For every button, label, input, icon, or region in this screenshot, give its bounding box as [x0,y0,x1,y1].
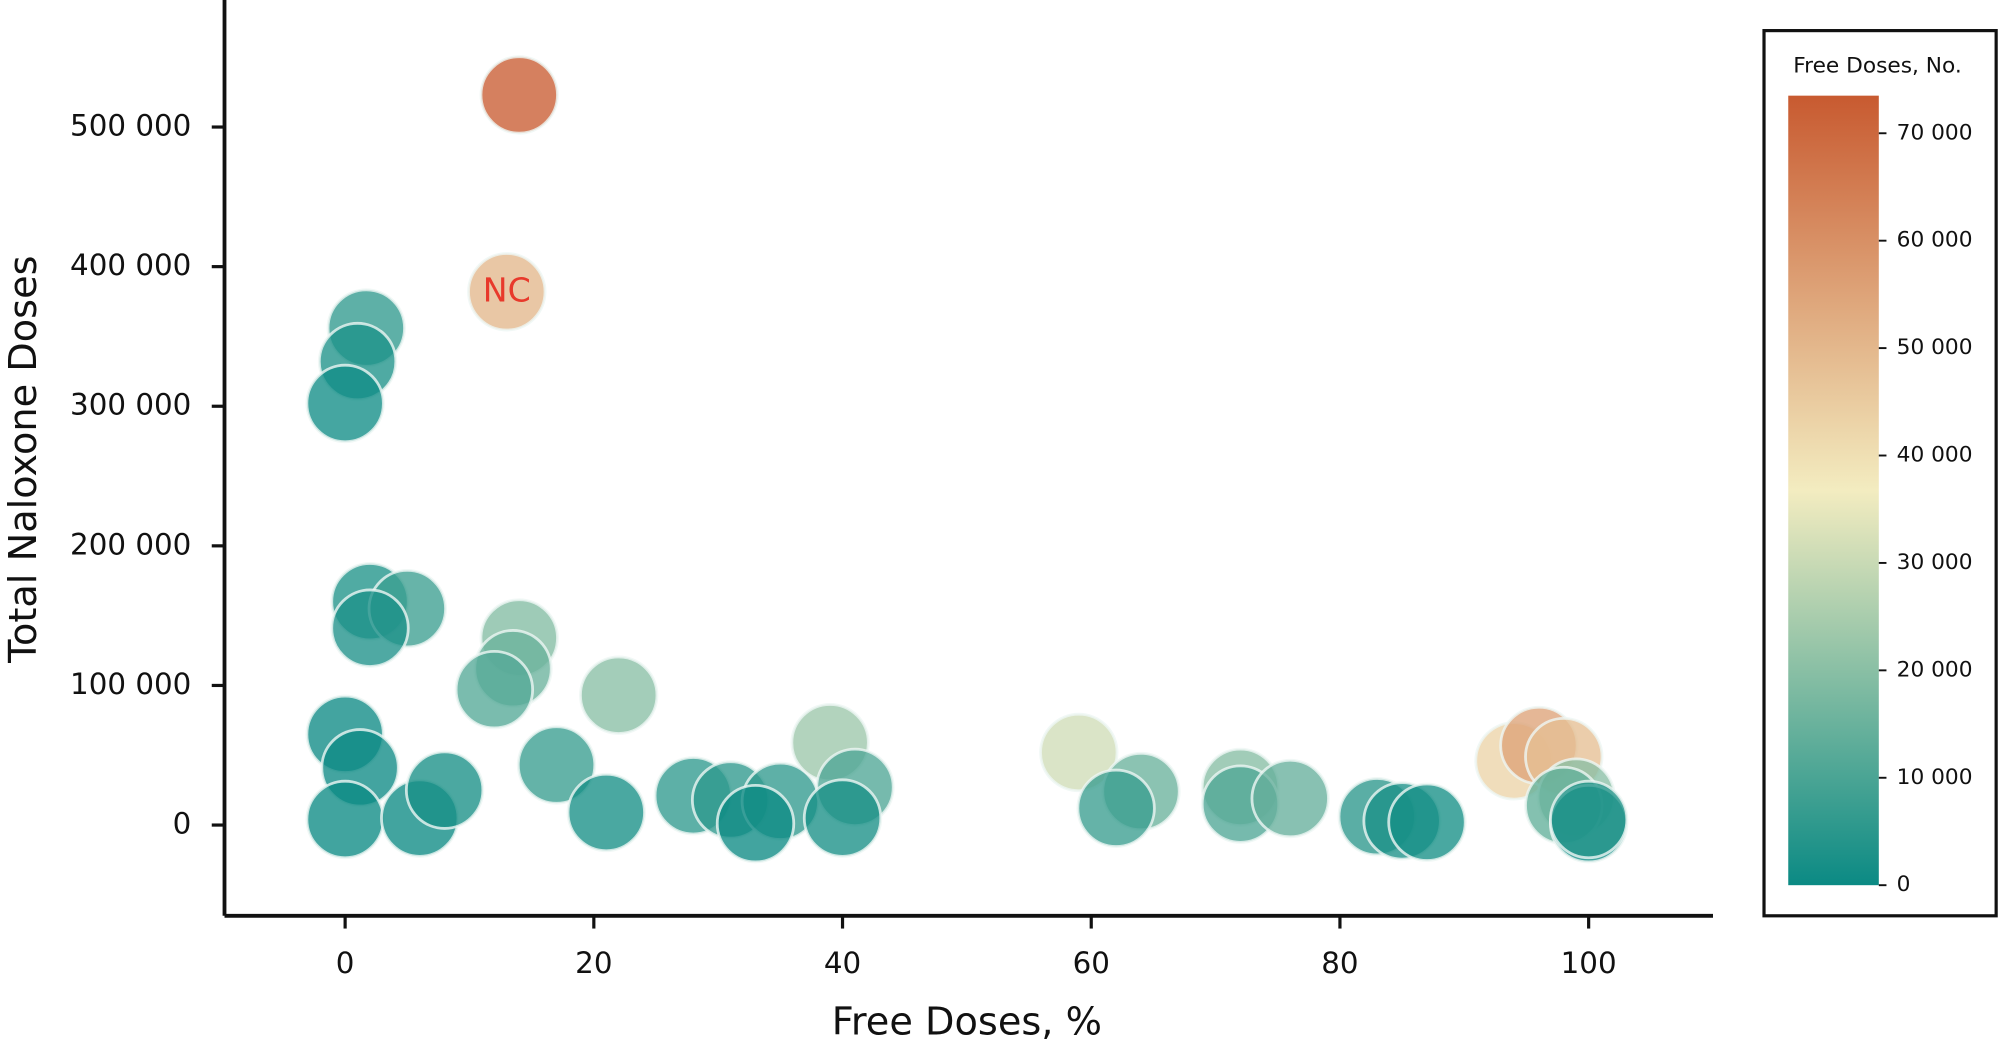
point [1076,768,1156,848]
colorbar-tick-label: 0 [1897,872,1911,897]
point [305,363,385,444]
point [467,252,547,332]
point [579,655,659,735]
point [1387,782,1467,862]
x-axis-label: Free Doses, % [832,1000,1102,1045]
point [454,649,535,730]
y-axis-label: Total Naloxone Doses [1,255,46,663]
x-tick-label: 80 [1321,946,1358,980]
x-tick-label: 20 [575,946,612,980]
x-tick-label: 0 [336,946,355,980]
y-tick-label: 0 [173,807,192,841]
y-tick-label: 300 000 [70,388,191,422]
colorbar-title: Free Doses, No. [1793,53,1962,78]
colorbar-frame [1762,29,1998,918]
point [404,750,485,830]
colorbar-tick-label: 40 000 [1897,443,1973,468]
colorbar [1788,95,1879,886]
point [305,779,385,860]
colorbar-tick-label: 60 000 [1897,228,1973,253]
colorbar-tick-label: 30 000 [1897,550,1973,575]
y-tick-label: 100 000 [70,667,191,701]
point [1250,758,1330,839]
point [516,725,597,805]
colorbar-tick-label: 20 000 [1897,657,1973,682]
y-tick-label: 400 000 [70,248,191,282]
annotation: NC [483,270,531,309]
point [479,55,559,135]
x-tick-label: 100 [1561,946,1617,980]
point [1548,779,1629,860]
colorbar-tick-label: 50 000 [1897,335,1973,360]
point [715,783,796,864]
x-tick-label: 40 [824,946,861,980]
point [1039,712,1119,793]
x-tick-label: 60 [1073,946,1110,980]
point [330,588,410,668]
y-tick-label: 200 000 [70,527,191,561]
y-tick-label: 500 000 [70,109,191,143]
colorbar-tick-label: 70 000 [1897,120,1973,145]
point [802,778,883,858]
point [566,772,646,853]
colorbar-tick-label: 10 000 [1897,765,1973,790]
